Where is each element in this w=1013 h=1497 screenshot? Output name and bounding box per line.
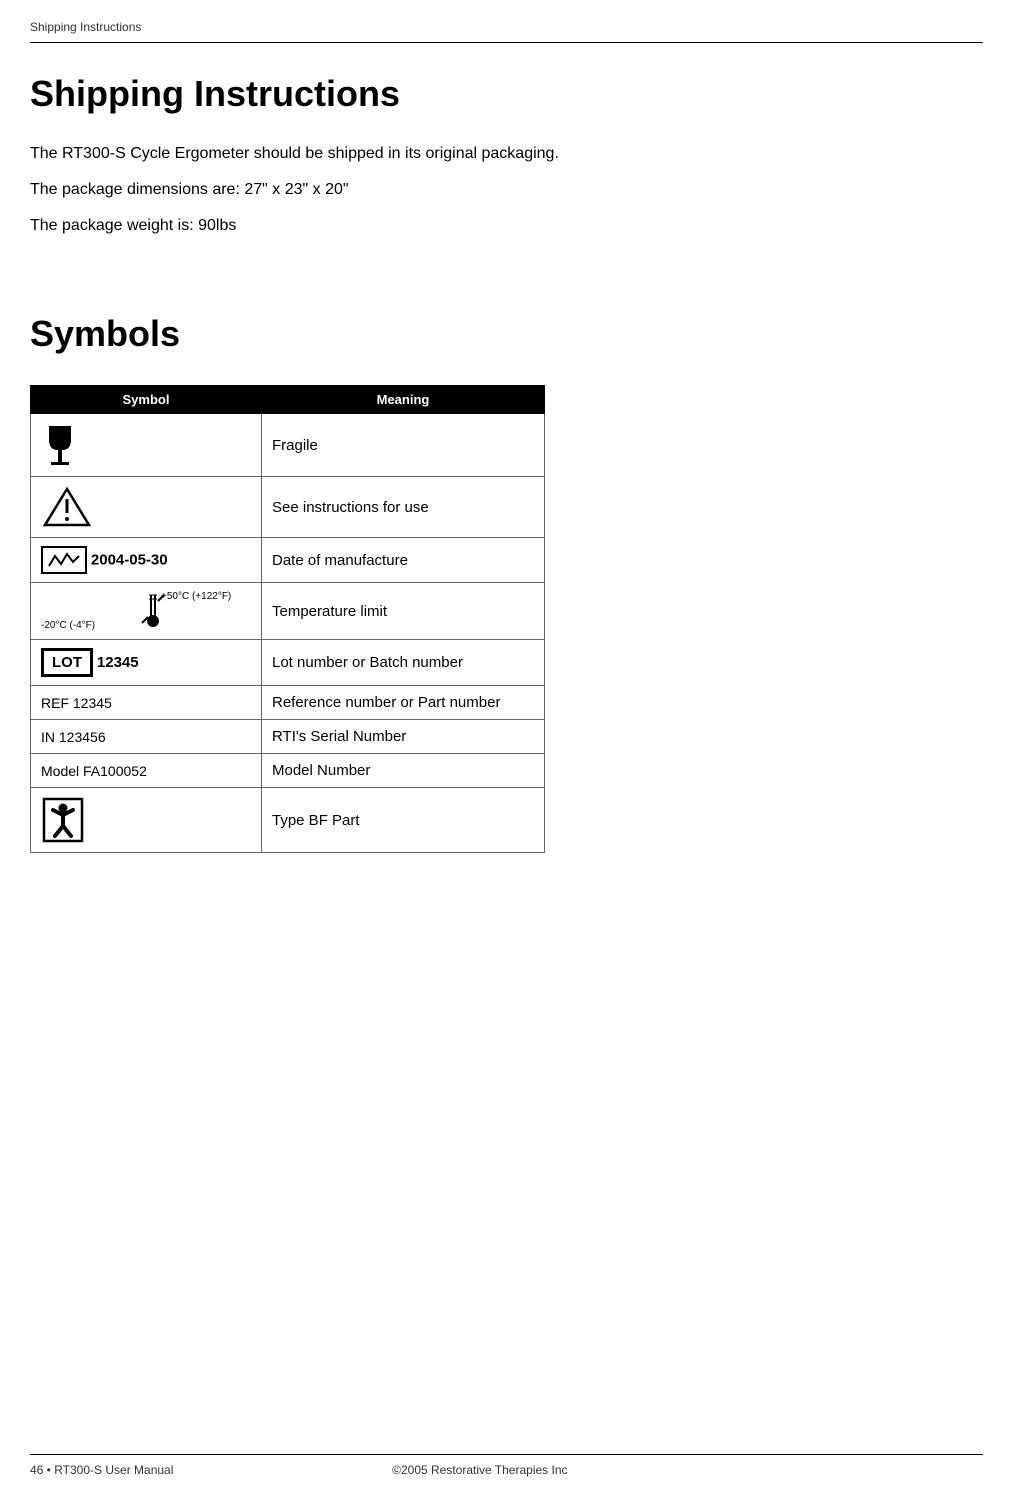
symbol-cell-serial: IN 123456 <box>31 720 262 754</box>
meaning-cell: Model Number <box>262 754 545 788</box>
symbol-cell-date: 2004-05-30 <box>31 538 262 583</box>
date-text: 2004-05-30 <box>91 552 168 569</box>
table-row: LOT 12345 Lot number or Batch number <box>31 640 545 686</box>
table-row: IN 123456 RTI's Serial Number <box>31 720 545 754</box>
symbol-cell-model: Model FA100052 <box>31 754 262 788</box>
type-bf-icon <box>41 796 85 844</box>
meaning-cell: Lot number or Batch number <box>262 640 545 686</box>
shipping-para-3: The package weight is: 90lbs <box>30 217 983 235</box>
symbols-table: Symbol Meaning Fragile <box>30 385 545 853</box>
meaning-cell: Type BF Part <box>262 788 545 853</box>
table-row: 2004-05-30 Date of manufacture <box>31 538 545 583</box>
table-header-meaning: Meaning <box>262 386 545 414</box>
symbol-cell-ref: REF 12345 <box>31 686 262 720</box>
meaning-cell: See instructions for use <box>262 477 545 538</box>
manufacture-date-icon <box>47 550 81 570</box>
symbol-cell-lot: LOT 12345 <box>31 640 262 686</box>
table-header-symbol: Symbol <box>31 386 262 414</box>
table-row: Fragile <box>31 414 545 477</box>
meaning-cell: RTI's Serial Number <box>262 720 545 754</box>
shipping-para-2: The package dimensions are: 27" x 23" x … <box>30 181 983 199</box>
shipping-instructions-title: Shipping Instructions <box>30 73 983 115</box>
symbol-cell-fragile <box>31 414 262 477</box>
page-footer: 46 • RT300-S User Manual ©2005 Restorati… <box>30 1454 983 1477</box>
meaning-cell: Fragile <box>262 414 545 477</box>
meaning-cell: Temperature limit <box>262 583 545 640</box>
table-row: Type BF Part <box>31 788 545 853</box>
lot-label: LOT <box>41 648 93 677</box>
shipping-para-1: The RT300-S Cycle Ergometer should be sh… <box>30 145 983 163</box>
lot-number: 12345 <box>97 654 139 671</box>
symbol-cell-instructions <box>31 477 262 538</box>
page-header: Shipping Instructions <box>30 20 983 43</box>
table-row: +50°C (+122°F) -20°C (-4°F) Temperature … <box>31 583 545 640</box>
symbol-cell-temperature: +50°C (+122°F) -20°C (-4°F) <box>31 583 262 640</box>
symbols-title: Symbols <box>30 313 983 355</box>
table-row: See instructions for use <box>31 477 545 538</box>
table-row: Model FA100052 Model Number <box>31 754 545 788</box>
meaning-cell: Reference number or Part number <box>262 686 545 720</box>
table-row: REF 12345 Reference number or Part numbe… <box>31 686 545 720</box>
fragile-icon <box>41 422 79 468</box>
meaning-cell: Date of manufacture <box>262 538 545 583</box>
footer-center-text: ©2005 Restorative Therapies Inc <box>392 1463 983 1477</box>
instructions-icon <box>41 485 93 529</box>
temp-high-text: +50°C (+122°F) <box>161 591 231 602</box>
running-title: Shipping Instructions <box>30 20 141 34</box>
symbol-cell-typebf <box>31 788 262 853</box>
footer-left-text: 46 • RT300-S User Manual <box>30 1463 392 1477</box>
temp-low-text: -20°C (-4°F) <box>41 620 95 631</box>
